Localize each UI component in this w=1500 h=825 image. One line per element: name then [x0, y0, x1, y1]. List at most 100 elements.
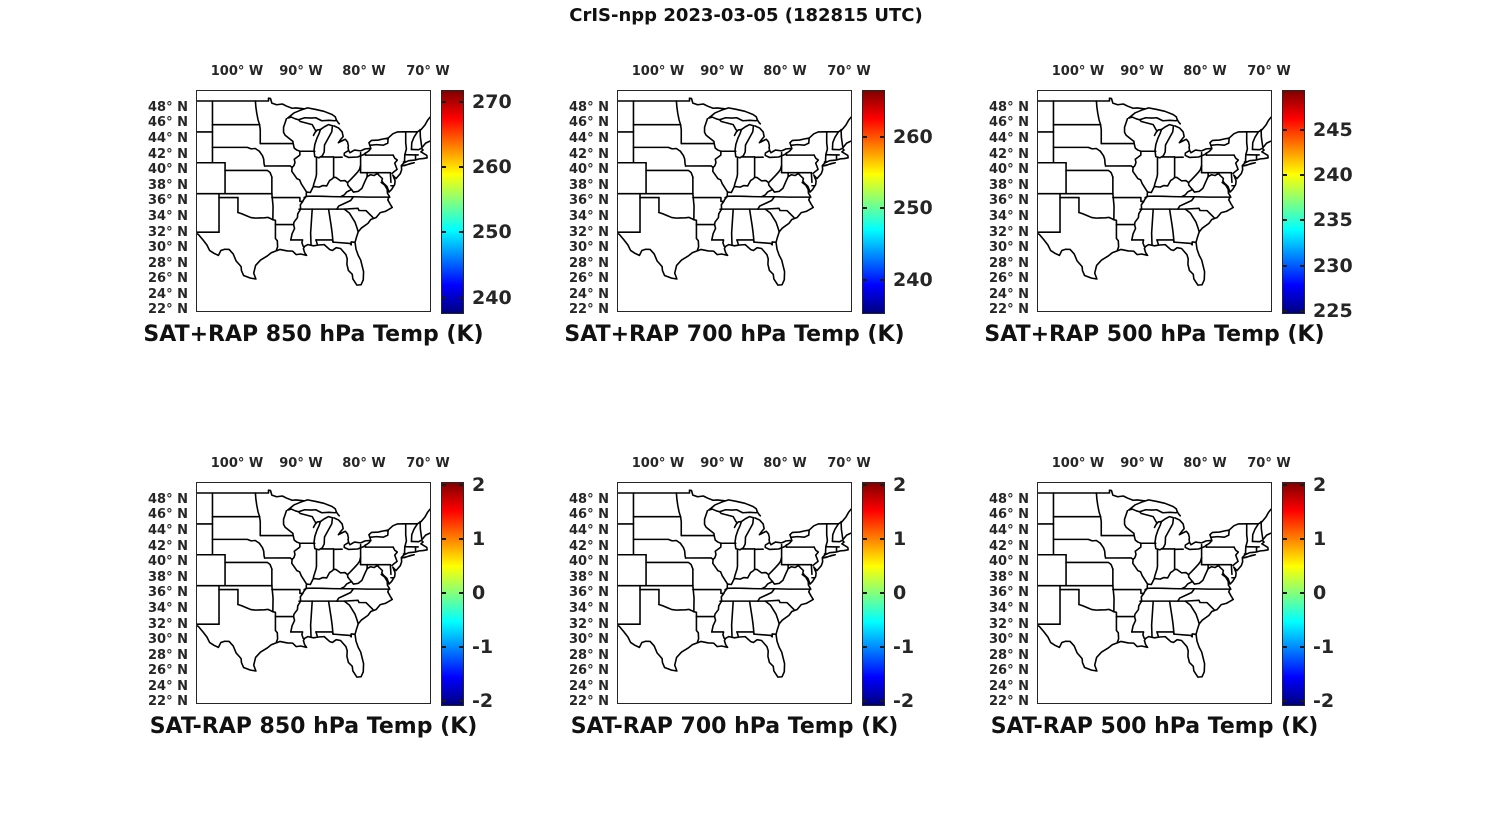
colorbar-tick-label: 240: [1313, 164, 1353, 186]
colorbar-tick: [1300, 700, 1304, 702]
lat-tick-label: 46° N: [148, 507, 188, 522]
lat-tick-label: 24° N: [989, 679, 1029, 694]
colorbar-tick: [1300, 265, 1304, 267]
colorbar-tick: [1283, 592, 1287, 594]
us-basemap: [617, 90, 852, 312]
lon-tick-label: 80° W: [1183, 64, 1227, 79]
colorbar-tick-label: 2: [472, 474, 486, 496]
colorbar-tick: [880, 646, 884, 648]
colorbar-tick: [442, 538, 446, 540]
lat-tick-label: 48° N: [148, 100, 188, 115]
colorbar-tick: [442, 592, 446, 594]
colorbar-tick-label: 260: [893, 126, 933, 148]
lat-tick-label: 40° N: [148, 162, 188, 177]
colorbar-tick-label: 1: [893, 528, 907, 550]
lat-tick-label: 22° N: [569, 694, 609, 709]
colorbar-tick: [442, 166, 446, 168]
colorbar-tick: [459, 592, 463, 594]
colorbar-tick: [880, 592, 884, 594]
lat-tick-label: 28° N: [148, 256, 188, 271]
lat-tick-label: 36° N: [989, 193, 1029, 208]
lon-tick-label: 100° W: [1051, 456, 1105, 471]
lat-tick-label: 36° N: [148, 585, 188, 600]
colorbar-tick-label: 270: [472, 91, 512, 113]
figure-title: CrIS-npp 2023-03-05 (182815 UTC): [569, 5, 923, 26]
lat-tick-label: 30° N: [569, 240, 609, 255]
lon-tick-label: 100° W: [210, 64, 264, 79]
lon-tick-label: 90° W: [279, 456, 323, 471]
lat-tick-label: 42° N: [148, 147, 188, 162]
colorbar-tick-label: 2: [1313, 474, 1327, 496]
lat-tick-label: 22° N: [148, 302, 188, 317]
panel-title: SAT-RAP 700 hPa Temp (K): [570, 714, 899, 739]
lat-tick-label: 34° N: [148, 209, 188, 224]
colorbar-tick: [1283, 265, 1287, 267]
colorbar-tick: [1300, 484, 1304, 486]
lat-tick-label: 44° N: [989, 131, 1029, 146]
colorbar-tick: [1300, 310, 1304, 312]
lat-tick-label: 40° N: [569, 162, 609, 177]
colorbar-tick: [442, 231, 446, 233]
panel-title: SAT-RAP 500 hPa Temp (K): [990, 714, 1319, 739]
lat-tick-label: 26° N: [148, 271, 188, 286]
colorbar-tick: [880, 538, 884, 540]
lat-tick-label: 30° N: [148, 240, 188, 255]
colorbar-tick: [1283, 129, 1287, 131]
colorbar-tick-label: -2: [472, 690, 494, 712]
colorbar-tick-label: -2: [1313, 690, 1335, 712]
lat-tick-label: 32° N: [148, 225, 188, 240]
panel-title: SAT+RAP 700 hPa Temp (K): [564, 322, 905, 347]
lat-tick-label: 44° N: [569, 523, 609, 538]
lat-tick-label: 32° N: [989, 225, 1029, 240]
colorbar-tick-label: 245: [1313, 119, 1353, 141]
colorbar-tick-label: 0: [1313, 582, 1327, 604]
lat-tick-label: 30° N: [989, 632, 1029, 647]
lat-tick-label: 26° N: [989, 663, 1029, 678]
lon-tick-label: 90° W: [700, 456, 744, 471]
colorbar-tick: [880, 136, 884, 138]
lat-tick-label: 34° N: [148, 601, 188, 616]
us-basemap: [617, 482, 852, 704]
colorbar-tick-label: 1: [1313, 528, 1327, 550]
colorbar-tick: [880, 207, 884, 209]
lat-tick-label: 36° N: [989, 585, 1029, 600]
lat-tick-label: 28° N: [148, 648, 188, 663]
colorbar-tick-label: -2: [893, 690, 915, 712]
lon-tick-label: 100° W: [631, 64, 685, 79]
colorbar-tick-label: 260: [472, 156, 512, 178]
colorbar-tick: [442, 297, 446, 299]
lat-tick-label: 46° N: [569, 507, 609, 522]
lat-tick-label: 42° N: [569, 539, 609, 554]
lat-tick-label: 32° N: [148, 617, 188, 632]
colorbar-tick-label: 250: [472, 221, 512, 243]
colorbar-tick: [1300, 174, 1304, 176]
lat-tick-label: 34° N: [569, 209, 609, 224]
lat-tick-label: 44° N: [989, 523, 1029, 538]
lat-tick-label: 44° N: [148, 131, 188, 146]
lat-tick-label: 48° N: [989, 492, 1029, 507]
lon-tick-label: 90° W: [1120, 456, 1164, 471]
colorbar-tick-label: -1: [472, 636, 494, 658]
colorbar-tick: [1300, 129, 1304, 131]
panel-title: SAT+RAP 850 hPa Temp (K): [143, 322, 484, 347]
colorbar-tick: [1283, 646, 1287, 648]
colorbar-tick: [442, 646, 446, 648]
colorbar-tick: [459, 646, 463, 648]
us-basemap: [1037, 90, 1272, 312]
colorbar-tick: [1283, 700, 1287, 702]
colorbar-tick: [1283, 538, 1287, 540]
lat-tick-label: 24° N: [148, 679, 188, 694]
lon-tick-label: 70° W: [827, 64, 871, 79]
colorbar: [1282, 90, 1305, 314]
lat-tick-label: 40° N: [989, 554, 1029, 569]
lon-tick-label: 90° W: [279, 64, 323, 79]
lon-tick-label: 90° W: [1120, 64, 1164, 79]
colorbar-tick-label: 250: [893, 197, 933, 219]
colorbar-tick: [863, 136, 867, 138]
lon-tick-label: 70° W: [827, 456, 871, 471]
lon-tick-label: 80° W: [342, 456, 386, 471]
colorbar-tick: [459, 297, 463, 299]
colorbar-tick: [442, 484, 446, 486]
lat-tick-label: 42° N: [989, 539, 1029, 554]
